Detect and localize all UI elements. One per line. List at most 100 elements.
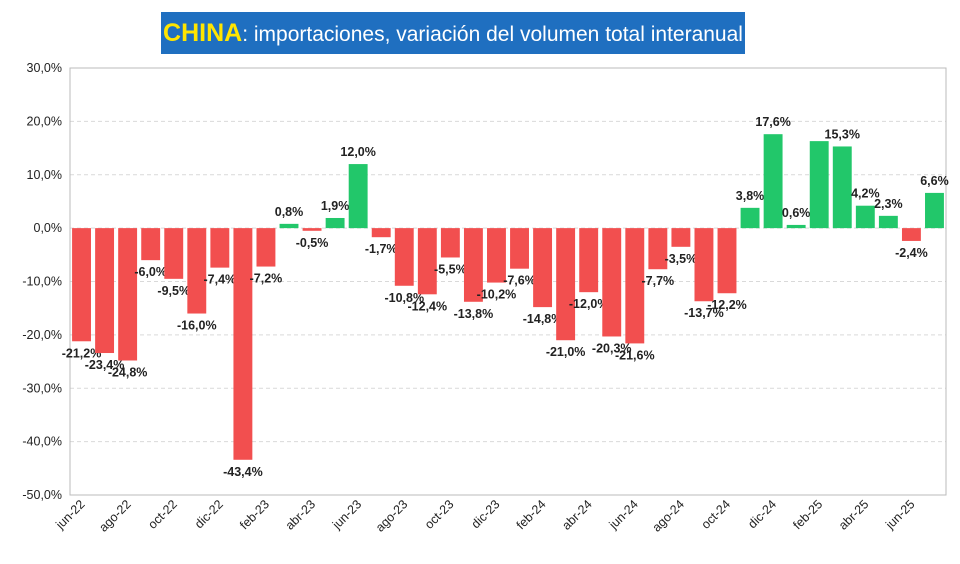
bar xyxy=(579,228,599,293)
x-tick-label: jun-22 xyxy=(52,497,87,532)
title-highlight: CHINA xyxy=(163,19,243,47)
value-label: -14,8% xyxy=(523,312,563,326)
bar xyxy=(694,228,714,302)
value-label: -21,2% xyxy=(62,346,102,360)
plot-frame xyxy=(69,67,947,496)
value-label: -7,7% xyxy=(642,274,675,288)
x-tick-label: abr-24 xyxy=(559,497,594,532)
bar xyxy=(95,228,115,354)
value-label: -10,2% xyxy=(477,288,517,302)
value-label: 2,3% xyxy=(874,197,903,211)
value-label: 0,6% xyxy=(782,206,811,220)
bar xyxy=(510,228,529,269)
y-tick-label: 30,0% xyxy=(27,61,62,75)
x-tick-label: dic-23 xyxy=(469,497,503,531)
bar xyxy=(72,228,91,342)
value-label: 15,3% xyxy=(825,127,860,141)
bar xyxy=(809,141,829,229)
value-label: -9,5% xyxy=(157,284,190,298)
bar xyxy=(210,228,230,268)
value-label: -2,4% xyxy=(895,246,928,260)
bar xyxy=(878,215,898,229)
x-tick-label: ago-22 xyxy=(96,497,133,534)
value-label: -3,5% xyxy=(665,252,698,266)
bar xyxy=(440,228,460,258)
bar xyxy=(417,228,437,295)
bar xyxy=(233,228,253,460)
value-label: -7,2% xyxy=(250,272,283,286)
bar xyxy=(118,228,138,361)
y-tick-label: 20,0% xyxy=(27,114,62,128)
bar xyxy=(740,207,760,229)
x-tick-label: abr-23 xyxy=(283,497,318,532)
value-label: 17,6% xyxy=(755,115,790,129)
x-tick-label: jun-25 xyxy=(882,497,917,532)
value-label: -0,5% xyxy=(296,236,329,250)
bar xyxy=(302,228,322,231)
value-label: -20,3% xyxy=(592,341,632,355)
bar xyxy=(855,205,875,229)
bar xyxy=(925,192,944,229)
value-label: 4,2% xyxy=(851,187,880,201)
y-tick-label: -30,0% xyxy=(22,381,62,395)
value-label: -5,5% xyxy=(434,262,467,276)
bar xyxy=(717,228,737,294)
bar xyxy=(325,217,345,229)
value-label: -1,7% xyxy=(365,242,398,256)
value-label: -16,0% xyxy=(177,319,217,333)
x-tick-label: feb-25 xyxy=(790,497,825,532)
x-tick-label: jun-23 xyxy=(329,497,364,532)
bar xyxy=(187,228,207,314)
x-tick-label: oct-24 xyxy=(699,497,733,531)
value-label: 0,8% xyxy=(275,205,304,219)
bar xyxy=(556,228,576,341)
y-tick-label: -40,0% xyxy=(22,435,62,449)
bar xyxy=(279,223,299,229)
value-label: -7,6% xyxy=(503,274,536,288)
x-tick-label: feb-24 xyxy=(514,497,549,532)
value-label: -21,6% xyxy=(615,348,655,362)
y-tick-label: -20,0% xyxy=(22,328,62,342)
bar xyxy=(371,228,391,238)
x-tick-label: abr-25 xyxy=(836,497,871,532)
value-label: -23,4% xyxy=(85,358,125,372)
value-label: -12,0% xyxy=(569,297,609,311)
value-label: -24,8% xyxy=(108,365,148,379)
bar xyxy=(463,228,483,302)
value-label: 3,8% xyxy=(736,189,765,203)
value-label: -13,7% xyxy=(684,306,724,320)
bar xyxy=(671,228,691,247)
bar xyxy=(625,228,645,344)
bar xyxy=(832,146,852,229)
value-label: -43,4% xyxy=(223,465,263,479)
x-tick-label: jun-24 xyxy=(606,497,641,532)
x-tick-label: oct-22 xyxy=(145,497,179,531)
value-label: -12,4% xyxy=(408,299,448,313)
bar xyxy=(141,228,161,261)
value-label: 12,0% xyxy=(340,145,375,159)
bar xyxy=(394,228,414,286)
bar xyxy=(164,228,184,279)
x-tick-label: feb-23 xyxy=(237,497,272,532)
value-label: 1,9% xyxy=(321,199,350,213)
bar xyxy=(487,228,506,283)
bar xyxy=(602,228,622,337)
bar xyxy=(648,228,668,270)
bar xyxy=(256,228,276,267)
value-label: -7,4% xyxy=(204,273,237,287)
value-label: 6,6% xyxy=(920,174,949,188)
y-tick-label: -10,0% xyxy=(22,275,62,289)
y-tick-label: -50,0% xyxy=(22,488,62,502)
value-label: -6,0% xyxy=(134,265,167,279)
y-tick-label: 0,0% xyxy=(34,221,63,235)
value-label: -12,2% xyxy=(707,298,747,312)
bar xyxy=(763,134,783,229)
value-label: -21,0% xyxy=(546,345,586,359)
bar xyxy=(786,224,806,229)
value-label: -10,8% xyxy=(384,291,424,305)
y-tick-label: 10,0% xyxy=(27,168,62,182)
title-text: : importaciones, variación del volumen t… xyxy=(242,23,743,46)
x-tick-label: oct-23 xyxy=(422,497,456,531)
